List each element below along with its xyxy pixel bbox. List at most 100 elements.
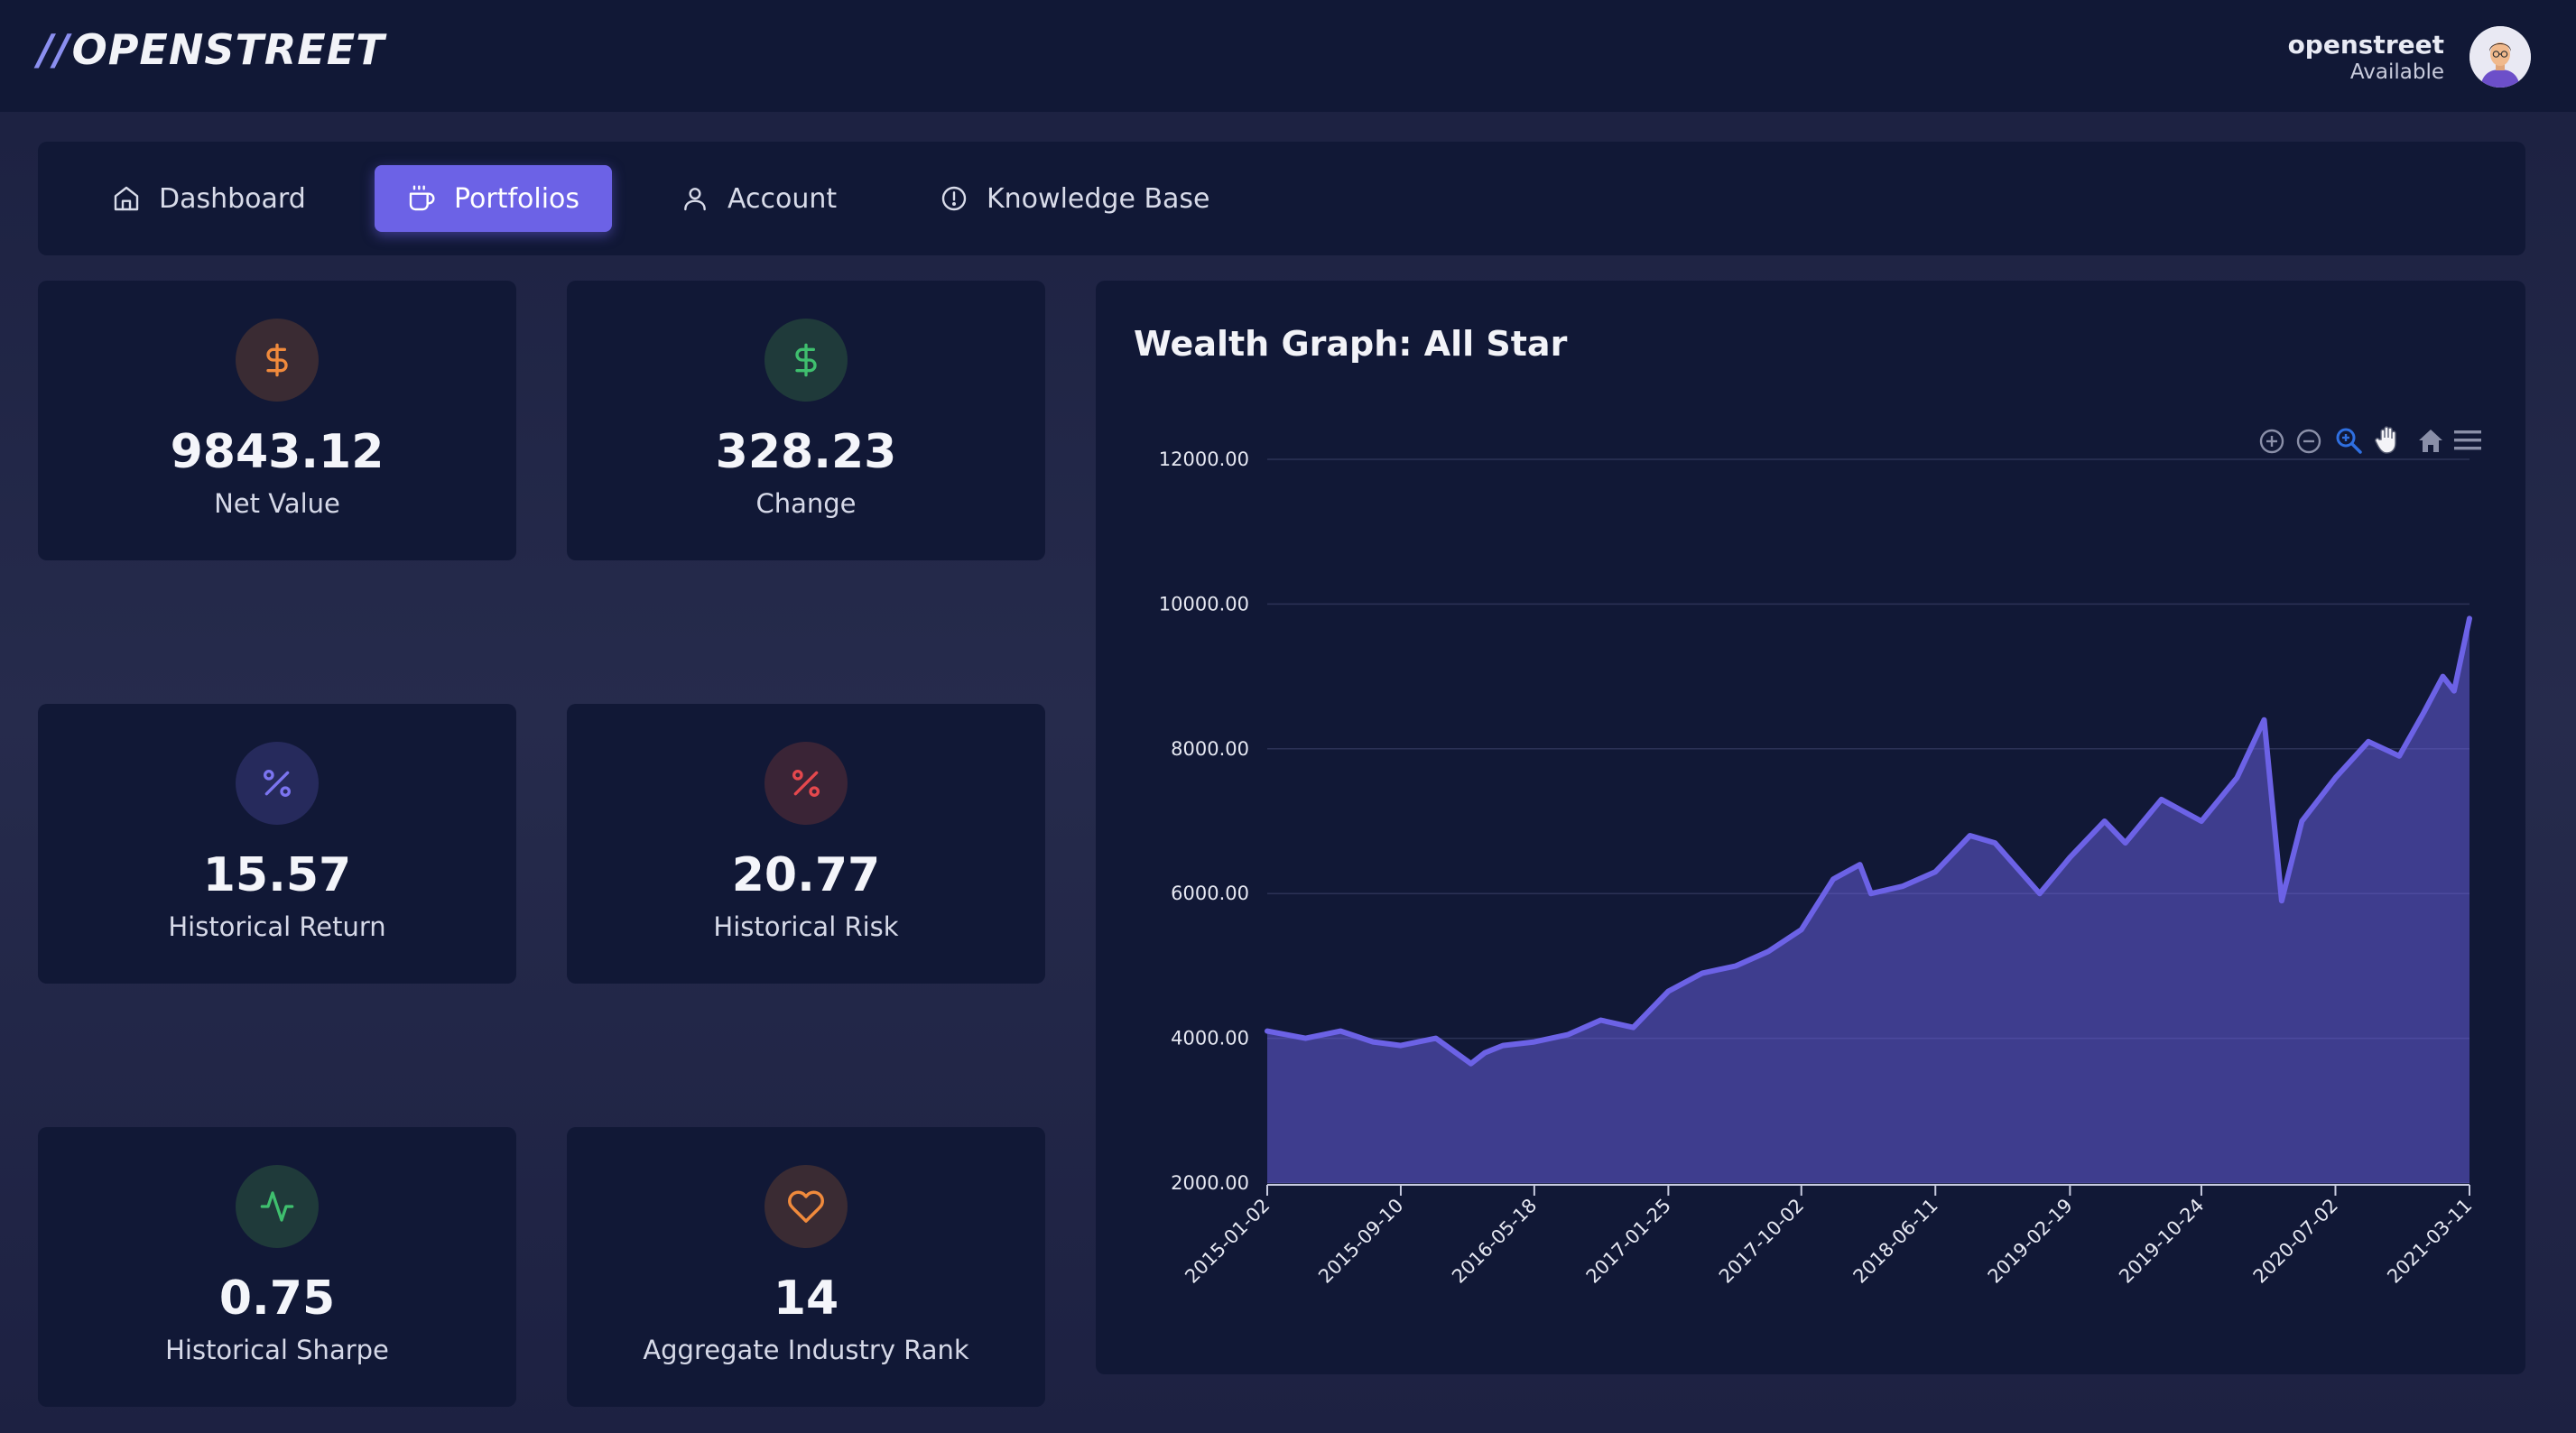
data-point[interactable] xyxy=(1265,1029,1270,1034)
data-point[interactable] xyxy=(2262,717,2267,723)
activity-icon xyxy=(236,1165,319,1248)
series-area xyxy=(1267,618,2469,1183)
avatar[interactable] xyxy=(2469,26,2531,88)
data-point[interactable] xyxy=(2067,855,2072,860)
stat-value: 0.75 xyxy=(218,1271,336,1326)
heart-icon xyxy=(764,1165,848,1248)
user-status: Available xyxy=(2349,60,2444,84)
x-tick-label: 2017-01-25 xyxy=(1582,1195,1675,1288)
series-line[interactable] xyxy=(1265,615,2472,1067)
nav-knowledge-base-label: Knowledge Base xyxy=(987,182,1210,215)
nav-portfolios[interactable]: Portfolios xyxy=(375,165,613,232)
chart-title: Wealth Graph: All Star xyxy=(1134,324,1568,364)
stat-label: Aggregate Industry Rank xyxy=(643,1335,969,1365)
data-point[interactable] xyxy=(1433,1036,1439,1041)
stat-value: 9843.12 xyxy=(170,425,385,479)
data-point[interactable] xyxy=(1765,948,1771,954)
chart-series xyxy=(1265,615,2472,1183)
x-tick-label: 2015-09-10 xyxy=(1314,1195,1407,1288)
data-point[interactable] xyxy=(1631,1025,1636,1031)
data-point[interactable] xyxy=(2037,891,2043,896)
nav-dashboard[interactable]: Dashboard xyxy=(79,165,338,232)
data-point[interactable] xyxy=(2396,753,2402,759)
pan-hand-icon[interactable] xyxy=(2375,426,2396,454)
stat-label: Historical Sharpe xyxy=(165,1335,389,1365)
user-icon xyxy=(684,188,706,211)
data-point[interactable] xyxy=(2199,818,2204,824)
stat-card-aggregate-industry-rank: 14 Aggregate Industry Rank xyxy=(567,1127,1045,1407)
data-point[interactable] xyxy=(1398,1043,1404,1049)
data-point[interactable] xyxy=(1900,883,1905,889)
nav-portfolios-label: Portfolios xyxy=(454,182,580,215)
data-point[interactable] xyxy=(2299,818,2304,824)
selection-zoom-icon[interactable] xyxy=(2336,428,2362,454)
data-point[interactable] xyxy=(2333,775,2339,781)
data-point[interactable] xyxy=(1482,1050,1487,1056)
x-tick-label: 2017-10-02 xyxy=(1715,1195,1808,1288)
data-point[interactable] xyxy=(2279,898,2284,903)
y-tick-label: 2000.00 xyxy=(1171,1172,1249,1194)
data-point[interactable] xyxy=(1665,989,1671,994)
wealth-chart[interactable]: 2000.00 4000.00 6000.00 8000.00 10000.00 1200… xyxy=(1096,281,2525,1374)
stat-value: 14 xyxy=(773,1271,839,1326)
data-point[interactable] xyxy=(1532,1040,1537,1045)
x-tick-label: 2021-03-11 xyxy=(2383,1195,2476,1288)
percent-icon xyxy=(236,742,319,825)
data-point[interactable] xyxy=(2102,818,2108,824)
x-tick-label: 2019-02-19 xyxy=(1984,1195,2077,1288)
data-point[interactable] xyxy=(1500,1043,1506,1049)
y-tick-label: 10000.00 xyxy=(1159,593,1249,615)
stat-card-historical-risk: 20.77 Historical Risk xyxy=(567,704,1045,984)
y-tick-label: 6000.00 xyxy=(1171,883,1249,904)
data-point[interactable] xyxy=(1700,970,1705,975)
data-point[interactable] xyxy=(1968,833,1973,838)
chart-toolbar xyxy=(2259,426,2481,454)
data-point[interactable] xyxy=(1799,927,1804,932)
data-point[interactable] xyxy=(2159,797,2164,802)
data-point[interactable] xyxy=(2234,775,2239,781)
stat-label: Historical Return xyxy=(168,911,386,942)
data-point[interactable] xyxy=(1302,1036,1308,1041)
reset-home-icon[interactable] xyxy=(2419,430,2442,452)
user-name: openstreet xyxy=(2287,30,2444,60)
percent-icon xyxy=(764,742,848,825)
nav-knowledge-base[interactable]: Knowledge Base xyxy=(907,165,1243,232)
x-tick-label: 2018-06-11 xyxy=(1849,1195,1942,1288)
y-tick-label: 12000.00 xyxy=(1159,448,1249,470)
data-point[interactable] xyxy=(1868,891,1874,896)
dollar-icon xyxy=(236,319,319,402)
app-logo[interactable]: //OPENSTREET xyxy=(38,25,385,74)
data-point[interactable] xyxy=(1469,1061,1474,1067)
dollar-icon xyxy=(764,319,848,402)
data-point[interactable] xyxy=(1830,876,1836,882)
data-point[interactable] xyxy=(1992,840,1997,846)
zoom-in-icon[interactable] xyxy=(2259,429,2284,454)
data-point[interactable] xyxy=(1338,1029,1343,1034)
stat-value: 20.77 xyxy=(731,848,881,902)
x-tick-label: 2020-07-02 xyxy=(2249,1195,2342,1288)
data-point[interactable] xyxy=(2421,710,2426,716)
stat-label: Change xyxy=(755,488,857,519)
data-point[interactable] xyxy=(2451,689,2457,694)
nav-account[interactable]: Account xyxy=(648,165,869,232)
nav-account-label: Account xyxy=(727,182,838,215)
data-point[interactable] xyxy=(2366,739,2371,744)
y-tick-label: 8000.00 xyxy=(1171,738,1249,760)
data-point[interactable] xyxy=(1370,1040,1376,1045)
data-point[interactable] xyxy=(2441,674,2446,680)
logo-text: OPENSTREET xyxy=(71,25,385,74)
data-point[interactable] xyxy=(1598,1018,1604,1023)
stat-label: Net Value xyxy=(214,488,340,519)
stat-value: 15.57 xyxy=(202,848,352,902)
data-point[interactable] xyxy=(1932,869,1938,874)
data-point[interactable] xyxy=(1733,963,1738,968)
data-point[interactable] xyxy=(2123,840,2128,846)
zoom-out-icon[interactable] xyxy=(2296,429,2321,454)
menu-icon[interactable] xyxy=(2454,430,2481,450)
x-tick-label: 2015-01-02 xyxy=(1181,1195,1274,1288)
data-point[interactable] xyxy=(1565,1032,1571,1038)
data-point[interactable] xyxy=(2467,615,2472,621)
user-menu[interactable]: openstreet Available xyxy=(2288,25,2531,88)
top-bar: //OPENSTREET openstreet Available xyxy=(0,0,2576,112)
data-point[interactable] xyxy=(1858,862,1863,867)
